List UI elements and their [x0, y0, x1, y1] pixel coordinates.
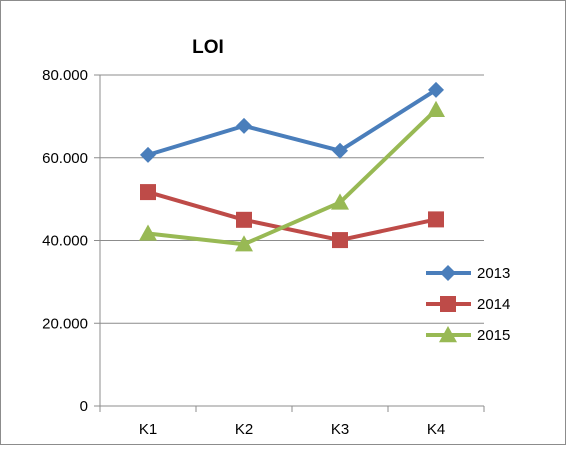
series-2013	[140, 81, 444, 163]
data-point-2013	[236, 117, 252, 134]
series-2015	[139, 100, 445, 252]
x-tick-label: K3	[331, 421, 349, 438]
legend-marker	[440, 265, 456, 281]
x-tick-label: K4	[427, 421, 445, 438]
series-line-2014	[147, 190, 437, 243]
chart-title: LOI	[192, 37, 224, 58]
legend-label: 2015	[477, 327, 510, 344]
legend-item-2014: 2014	[426, 296, 510, 313]
series-line-2013	[147, 88, 438, 157]
data-point-2013	[428, 81, 444, 98]
data-point-2013	[332, 142, 348, 159]
series-2014	[140, 184, 444, 249]
legend-marker	[440, 296, 456, 312]
data-point-2014	[428, 211, 444, 228]
axes: 0 20.000 40.000 60.000 80.000 K1 K2 K3 K4	[42, 67, 485, 438]
legend: 2013 2014 2015	[426, 265, 510, 344]
x-tick-label: K2	[235, 421, 253, 438]
y-tick-label: 80.000	[42, 67, 88, 84]
legend-item-2013: 2013	[426, 265, 510, 282]
y-tick-label: 0	[80, 398, 88, 415]
series-line-2015	[147, 108, 438, 247]
legend-label: 2013	[477, 265, 510, 282]
x-tick-label: K1	[139, 421, 157, 438]
data-point-2015	[331, 193, 349, 210]
data-point-2015	[427, 100, 445, 117]
series-group	[139, 81, 445, 252]
y-tick-label: 60.000	[42, 150, 88, 167]
y-tick-label: 20.000	[42, 315, 88, 332]
legend-item-2015: 2015	[426, 326, 510, 344]
data-point-2015	[139, 224, 157, 241]
data-point-2014	[236, 211, 252, 228]
gridlines	[100, 74, 484, 324]
y-tick-label: 40.000	[42, 233, 88, 250]
legend-label: 2014	[477, 296, 510, 313]
data-point-2014	[332, 232, 348, 249]
data-point-2013	[140, 146, 156, 163]
data-point-2014	[140, 184, 156, 201]
data-point-2015	[235, 235, 253, 252]
legend-marker	[439, 326, 457, 343]
